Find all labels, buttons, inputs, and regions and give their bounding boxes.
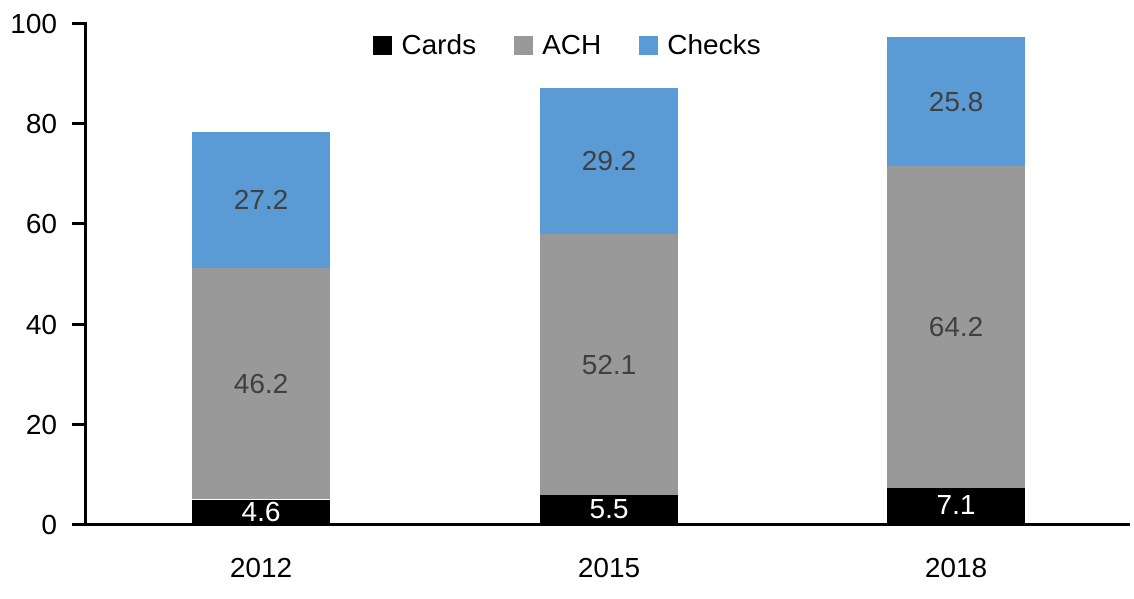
legend-label: Checks (667, 29, 761, 60)
data-label: 5.5 (589, 493, 629, 524)
bar-segment-checks-2012: 27.2 (192, 132, 330, 268)
bar-segment-cards-2012: 4.6 (192, 495, 330, 527)
y-tick-label: 60 (25, 208, 57, 239)
y-axis-line (84, 22, 87, 526)
bar-segment-checks-2018: 25.8 (887, 37, 1025, 166)
legend-item-ach: ACH (514, 31, 601, 59)
x-category-label: 2015 (577, 552, 641, 583)
x-category-label: 2012 (229, 552, 293, 583)
x-category-label: 2018 (924, 552, 988, 583)
y-tick-mark (72, 122, 87, 125)
y-tick-label: 80 (25, 108, 57, 139)
legend-swatch-icon (639, 35, 659, 55)
legend-label: Cards (401, 29, 477, 60)
y-tick-mark (72, 423, 87, 426)
bar-segment-ach-2015: 52.1 (540, 234, 678, 495)
y-tick-label: 100 (10, 8, 57, 39)
legend-label: ACH (542, 29, 602, 60)
legend-swatch-icon (514, 35, 534, 55)
y-tick-label: 40 (25, 309, 57, 340)
legend-item-cards: Cards (373, 31, 476, 59)
y-tick-label: 0 (41, 509, 57, 540)
y-tick-mark (72, 22, 87, 25)
data-label: 46.2 (233, 367, 289, 399)
bar-segment-checks-2015: 29.2 (540, 88, 678, 234)
bar-segment-ach-2018: 64.2 (887, 166, 1025, 488)
bar-segment-cards-2015: 5.5 (540, 495, 678, 523)
y-tick-mark (72, 222, 87, 225)
x-axis-line (72, 523, 1130, 526)
bar-segment-cards-2018: 7.1 (887, 487, 1025, 523)
data-label: 25.8 (928, 85, 984, 117)
data-label: 64.2 (928, 311, 984, 342)
data-label: 29.2 (581, 145, 637, 176)
data-label: 27.2 (233, 184, 289, 215)
legend-item-checks: Checks (639, 29, 761, 60)
data-label: 4.6 (241, 495, 281, 527)
legend-swatch-icon (373, 35, 393, 55)
data-label: 52.1 (581, 348, 637, 380)
data-label: 7.1 (936, 489, 976, 520)
y-tick-label: 20 (25, 409, 57, 440)
bar-segment-ach-2012: 46.2 (192, 268, 330, 499)
y-tick-mark (72, 323, 87, 326)
